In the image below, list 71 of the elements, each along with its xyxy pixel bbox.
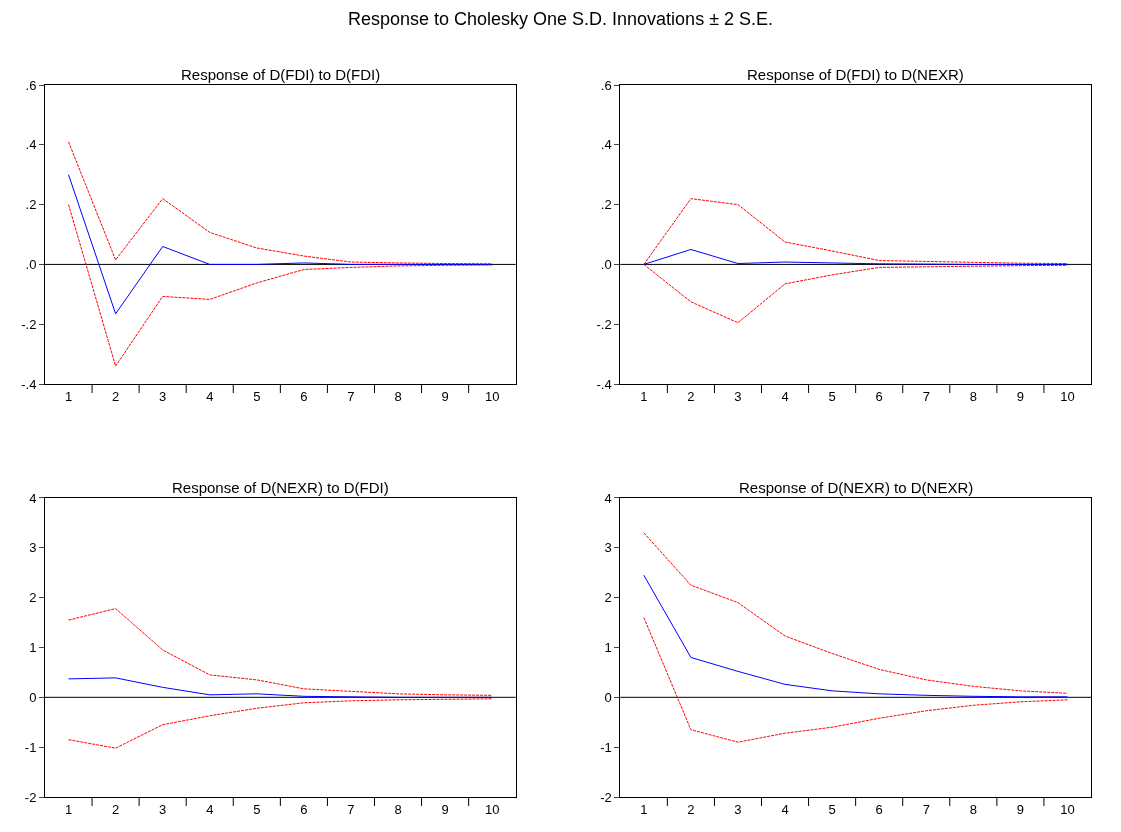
x-tick-label: 4 xyxy=(781,388,789,404)
x-tick-label: 5 xyxy=(828,388,836,404)
y-tick-label: .0 xyxy=(600,256,612,272)
x-tick-label: 9 xyxy=(441,801,449,817)
y-tick-label: -2 xyxy=(24,789,37,805)
x-tick-label: 1 xyxy=(64,388,73,404)
y-tick-label: 0 xyxy=(29,689,37,705)
chart-subtitle: Response of D(FDI) to D(NEXR) xyxy=(747,66,964,83)
y-tick-label: 0 xyxy=(604,689,612,705)
text: Response to Cholesky One S.D. Innovations ± 2 S.E. xyxy=(347,9,774,30)
y-tick-label: .2 xyxy=(600,197,612,213)
y-tick-label: 3 xyxy=(604,540,612,556)
chart-subtitle: Response of D(NEXR) to D(FDI) xyxy=(172,479,389,496)
y-tick-label: 2 xyxy=(29,590,37,606)
y-tick-label: .6 xyxy=(600,77,612,93)
y-tick-label: 2 xyxy=(604,590,612,606)
x-tick-label: 3 xyxy=(159,388,167,404)
x-tick-label: 7 xyxy=(922,801,930,817)
x-tick-label: 3 xyxy=(159,801,167,817)
x-tick-label: 4 xyxy=(206,801,214,817)
y-tick-label: 1 xyxy=(604,640,612,656)
y-tick-label: .0 xyxy=(25,256,37,272)
y-tick-label: 1 xyxy=(29,640,37,656)
y-tick-label: 4 xyxy=(604,490,612,506)
x-tick-label: 3 xyxy=(734,801,742,817)
chart-subtitle: Response of D(NEXR) to D(NEXR) xyxy=(739,479,974,496)
x-tick-label: 9 xyxy=(1016,388,1025,404)
x-tick-label: 1 xyxy=(640,801,648,817)
x-tick-label: 2 xyxy=(687,801,695,817)
x-tick-label: 5 xyxy=(828,801,836,817)
x-tick-label: 6 xyxy=(875,801,883,817)
x-tick-label: 6 xyxy=(300,801,308,817)
x-tick-label: 10 xyxy=(484,801,500,817)
y-tick-label: .4 xyxy=(25,137,37,153)
x-tick-label: 5 xyxy=(253,801,261,817)
x-tick-label: 6 xyxy=(300,388,308,404)
y-tick-label: 3 xyxy=(29,540,37,556)
x-tick-label: 7 xyxy=(922,388,930,404)
chart-subtitle: Response of D(FDI) to D(FDI) xyxy=(181,66,381,83)
x-tick-label: 10 xyxy=(1060,801,1075,817)
x-tick-label: 8 xyxy=(969,388,977,404)
y-tick-label: .2 xyxy=(25,197,37,213)
x-tick-label: 7 xyxy=(347,801,355,817)
x-tick-label: 9 xyxy=(1016,801,1025,817)
x-tick-label: 1 xyxy=(64,801,73,817)
y-tick-label: -.4 xyxy=(596,376,612,392)
y-tick-label: .4 xyxy=(600,137,612,153)
y-tick-label: .6 xyxy=(25,77,37,93)
x-tick-label: 4 xyxy=(206,388,214,404)
x-tick-label: 10 xyxy=(484,388,500,404)
x-tick-label: 2 xyxy=(687,388,695,404)
y-tick-label: -1 xyxy=(24,739,37,755)
y-tick-label: -2 xyxy=(600,789,612,805)
x-tick-label: 9 xyxy=(441,388,449,404)
x-tick-label: 1 xyxy=(640,388,648,404)
x-tick-label: 4 xyxy=(781,801,789,817)
x-tick-label: 8 xyxy=(969,801,977,817)
x-tick-label: 3 xyxy=(734,388,742,404)
x-tick-label: 2 xyxy=(111,801,120,817)
x-tick-label: 8 xyxy=(394,388,402,404)
y-tick-label: -.4 xyxy=(21,376,37,392)
y-tick-label: -.2 xyxy=(596,316,612,332)
x-tick-label: 5 xyxy=(253,388,261,404)
y-tick-label: -.2 xyxy=(21,316,37,332)
y-tick-label: -1 xyxy=(600,739,612,755)
x-tick-label: 7 xyxy=(347,388,355,404)
x-tick-label: 8 xyxy=(394,801,402,817)
x-tick-label: 2 xyxy=(111,388,120,404)
x-tick-label: 6 xyxy=(875,388,883,404)
y-tick-label: 4 xyxy=(29,490,37,506)
x-tick-label: 10 xyxy=(1060,388,1075,404)
